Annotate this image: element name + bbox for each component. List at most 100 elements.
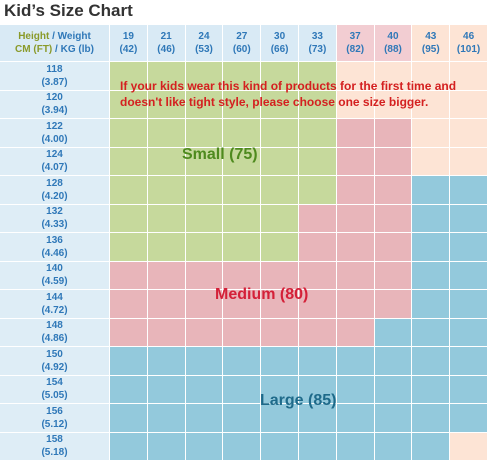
header-weight-unit: / KG (lb): [55, 44, 94, 55]
row-header-text: 144: [46, 291, 63, 303]
size-cell: [299, 233, 337, 262]
header-label: Height / Weight CM (FT) / KG (lb): [0, 25, 110, 62]
size-cell: [147, 119, 186, 148]
size-cell: [147, 90, 186, 119]
size-cell: [185, 290, 224, 319]
size-cell: [147, 432, 186, 461]
size-cell: [223, 90, 262, 119]
size-cell: [336, 204, 375, 233]
size-cell: [299, 290, 337, 319]
row-header-text: 150: [46, 348, 63, 360]
column-header-text: 27: [236, 31, 248, 42]
row-header: 132 (4.33): [0, 204, 110, 233]
header-height: Height: [18, 31, 50, 42]
column-header-text: (53): [195, 44, 213, 55]
size-cell: [412, 176, 451, 205]
size-cell: [374, 432, 413, 461]
size-cell: [261, 90, 299, 119]
size-cell: [110, 375, 148, 404]
size-cell: [185, 176, 224, 205]
size-cell: [185, 90, 224, 119]
size-cell: [412, 261, 451, 290]
size-cell: [299, 261, 337, 290]
size-cell: [374, 204, 413, 233]
header-weight: / Weight: [52, 31, 91, 42]
size-cell: [299, 432, 337, 461]
size-cell: [374, 176, 413, 205]
column-header: 30 (66): [261, 25, 299, 62]
size-cell: [412, 375, 451, 404]
size-cell: [223, 204, 262, 233]
row-header: 118 (3.87): [0, 62, 110, 91]
column-header-text: (42): [119, 44, 138, 55]
size-cell: [374, 404, 413, 433]
row-header-text: 120: [46, 92, 63, 104]
size-cell: [412, 119, 451, 148]
row-header: 148 (4.86): [0, 318, 110, 347]
size-cell: [412, 233, 451, 262]
row-header-text: (3.87): [41, 76, 68, 88]
row-header: 136 (4.46): [0, 233, 110, 262]
size-cell: [374, 90, 413, 119]
size-cell: [223, 261, 262, 290]
column-header-text: 33: [311, 31, 323, 42]
column-header-text: 19: [122, 31, 134, 42]
row-header-text: 140: [46, 263, 63, 275]
row-header: 120 (3.94): [0, 90, 110, 119]
size-cell: [450, 290, 488, 319]
size-cell: [299, 147, 337, 176]
size-cell: [374, 347, 413, 376]
row-header-text: 154: [46, 377, 63, 389]
header-height-unit: CM (FT): [15, 44, 53, 55]
row-header-text: (4.00): [41, 133, 68, 145]
size-cell: [412, 62, 451, 91]
row-header: 156 (5.12): [0, 404, 110, 433]
size-cell: [450, 432, 488, 461]
row-header: 122 (4.00): [0, 119, 110, 148]
size-cell: [336, 147, 375, 176]
size-cell: [147, 233, 186, 262]
size-cell: [336, 233, 375, 262]
row-header: 124 (4.07): [0, 147, 110, 176]
size-cell: [223, 404, 262, 433]
size-cell: [336, 375, 375, 404]
row-header-text: (4.20): [41, 190, 68, 202]
size-cell: [412, 318, 451, 347]
row-header-text: (4.33): [41, 219, 68, 231]
size-cell: [261, 147, 299, 176]
note: If your kids wear this kind of products …: [120, 78, 488, 110]
row-header-text: 118: [46, 63, 63, 75]
size-cell: [336, 404, 375, 433]
row-header-text: 136: [46, 234, 63, 246]
size-cell: [450, 119, 488, 148]
column-header-text: (88): [384, 44, 402, 55]
column-header: 19 (42): [110, 25, 148, 62]
size-cell: [147, 147, 186, 176]
column-header-text: (46): [157, 44, 176, 55]
size-cell: [374, 62, 413, 91]
size-cell: [185, 375, 224, 404]
size-cell: [450, 176, 488, 205]
size-cell: [261, 375, 299, 404]
size-cell: [412, 432, 451, 461]
size-cell: [374, 233, 413, 262]
size-cell: [299, 176, 337, 205]
size-cell: [261, 119, 299, 148]
size-cell: [110, 62, 148, 91]
size-cell: [223, 62, 262, 91]
size-cell: [261, 204, 299, 233]
size-cell: [110, 290, 148, 319]
size-cell: [147, 176, 186, 205]
size-cell: [110, 432, 148, 461]
size-cell: [223, 119, 262, 148]
size-cell: [412, 90, 451, 119]
size-cell: [299, 62, 337, 91]
size-cell: [110, 204, 148, 233]
column-header: 46 (101): [450, 25, 488, 62]
row-header-text: 128: [46, 177, 63, 189]
row-header-text: (4.72): [41, 304, 68, 316]
row-header: 144 (4.72): [0, 290, 110, 319]
column-header: 43 (95): [412, 25, 451, 62]
size-cell: [147, 62, 186, 91]
size-cell: [374, 119, 413, 148]
